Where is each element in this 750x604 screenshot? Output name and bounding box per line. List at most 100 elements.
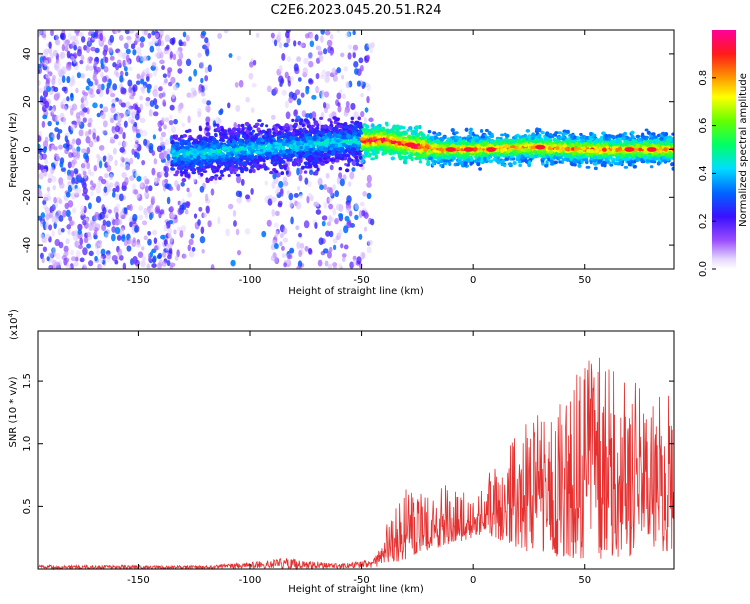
- spectrogram-cell: [157, 39, 162, 47]
- spectrogram-cell: [345, 31, 351, 39]
- spectrogram-cell: [507, 162, 513, 166]
- spectrogram-cell: [116, 59, 122, 67]
- spectrogram-cell: [354, 155, 359, 160]
- spectrogram-cell: [152, 111, 159, 117]
- spectrogram-cell: [66, 175, 73, 181]
- spectrogram-cell: [70, 124, 76, 131]
- spectrogram-cell: [45, 233, 50, 239]
- spectrogram-cell: [358, 57, 364, 64]
- spectrogram-cell: [544, 163, 549, 168]
- spectrogram-cell: [127, 79, 133, 87]
- spectrogram-cell: [132, 183, 136, 191]
- spectrogram-cell: [342, 93, 346, 100]
- spectrogram-cell: [193, 68, 198, 77]
- spectrogram-cell: [280, 188, 284, 197]
- spectrogram-cell: [58, 241, 64, 249]
- spectrogram-cell: [105, 87, 110, 95]
- spectrogram-cell: [244, 228, 251, 235]
- spectrogram-cell: [59, 182, 65, 189]
- spectrogram-cell: [90, 225, 96, 231]
- spectrogram-cell: [317, 259, 323, 267]
- spectrogram-cell: [96, 162, 100, 169]
- spectrogram-cell: [127, 108, 133, 116]
- spectrogram-cell: [366, 246, 372, 254]
- spectrogram-cell: [149, 251, 154, 258]
- spectrogram-cell: [158, 211, 162, 219]
- spectrogram-cell: [135, 242, 142, 248]
- spectrogram-cell: [288, 200, 294, 208]
- spectrogram-cell: [323, 48, 328, 55]
- spectrogram-cell: [51, 205, 56, 211]
- spectrogram-cell: [201, 98, 207, 105]
- spectrogram-cell: [341, 253, 347, 258]
- spectrogram-cell: [77, 223, 83, 231]
- spectrogram-cell: [345, 81, 350, 89]
- spectrogram-cell: [126, 245, 132, 252]
- spectrogram-cell: [191, 246, 196, 252]
- spectrogram-cell: [328, 246, 333, 253]
- spectrogram-cell: [514, 134, 518, 138]
- spectrogram-cell: [236, 175, 242, 184]
- spectrogram-cell: [92, 132, 96, 140]
- spectrogram-cell: [540, 159, 545, 163]
- spectrogram-cell: [427, 129, 432, 134]
- spectrogram-cell: [201, 91, 206, 97]
- spectrogram-cell: [196, 166, 201, 170]
- spectrogram-cell: [155, 176, 161, 184]
- spectrogram-cell: [307, 192, 313, 198]
- spectrogram-cell: [164, 183, 170, 189]
- spectrogram-cell: [189, 92, 195, 99]
- spectrogram-cell: [201, 249, 205, 254]
- spectrogram-cell: [213, 123, 217, 127]
- spectrogram-cell: [152, 69, 158, 77]
- spectrogram-cell: [299, 242, 305, 249]
- spectrogram-cell: [354, 120, 359, 125]
- spectrogram-cell: [366, 192, 372, 200]
- spectrogram-cell: [169, 236, 173, 243]
- spectrogram-cell: [50, 166, 55, 174]
- spectrogram-cell: [89, 180, 94, 186]
- spectrogram-cell: [238, 79, 244, 88]
- spectrogram-cell: [360, 93, 364, 98]
- spectrogram-cell: [163, 165, 167, 172]
- spectrogram-cell: [223, 30, 229, 34]
- spectrogram-cell: [77, 229, 83, 235]
- spectrogram-cell: [173, 229, 177, 235]
- spectrogram-cell: [124, 157, 130, 164]
- spectrogram-cell: [323, 201, 328, 209]
- spectrogram-cell: [82, 117, 87, 123]
- spectrogram-cell: [282, 237, 289, 243]
- spectrogram-cell: [69, 220, 75, 226]
- spectrogram-cell: [303, 57, 309, 65]
- spectrogram-cell: [125, 101, 131, 109]
- spectrogram-cell: [77, 187, 81, 195]
- spectrogram-cell: [345, 100, 350, 108]
- spectrogram-cell: [75, 138, 82, 146]
- spectrogram-heatmap: [38, 30, 674, 269]
- spectrogram-cell: [205, 116, 211, 124]
- spectrogram-cell: [119, 146, 125, 153]
- spectrogram-cell: [100, 248, 106, 256]
- spectrogram-cell: [269, 171, 274, 175]
- spectrogram-cell: [665, 157, 670, 162]
- spectrogram-cell: [88, 128, 92, 135]
- spectrogram-cell: [103, 173, 109, 179]
- spectrogram-cell: [304, 33, 310, 39]
- spectrogram-cell: [300, 92, 305, 98]
- spectrogram-cell: [140, 260, 146, 268]
- spectrogram-cell: [122, 181, 128, 186]
- spectrogram-cell: [210, 188, 215, 196]
- spectrogram-cell: [343, 225, 349, 234]
- spectrogram-cell: [110, 92, 116, 98]
- spectrogram-cell: [106, 82, 111, 89]
- spectrogram-cell: [38, 80, 41, 86]
- spectrogram-cell: [151, 61, 157, 67]
- spectrogram-cell: [340, 243, 344, 249]
- spectrogram-cell: [138, 128, 143, 135]
- spectrogram-cell: [207, 64, 212, 73]
- spectrogram-cell: [102, 207, 107, 215]
- spectrogram-cell: [166, 259, 171, 267]
- spectrogram-cell: [143, 209, 149, 216]
- spectrogram-cell: [41, 153, 47, 160]
- spectrogram-cell: [55, 39, 59, 45]
